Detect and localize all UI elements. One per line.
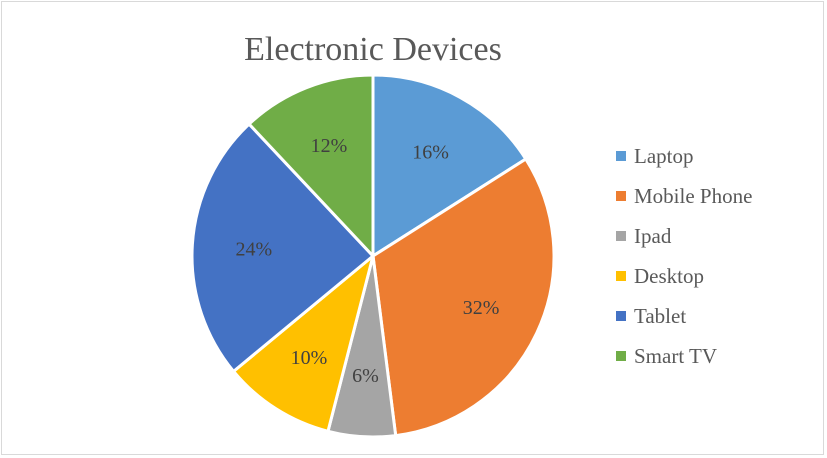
legend-swatch bbox=[616, 151, 626, 161]
pie-slice-tablet bbox=[190, 122, 375, 373]
legend-swatch bbox=[616, 271, 626, 281]
pie-slice-mobile-phone bbox=[371, 157, 556, 438]
data-label-ipad: 6% bbox=[352, 365, 379, 387]
legend-item-mobile-phone: Mobile Phone bbox=[616, 176, 752, 216]
legend-item-smart-tv: Smart TV bbox=[616, 336, 752, 376]
data-label-mobile-phone: 32% bbox=[463, 297, 500, 319]
data-label-laptop: 16% bbox=[412, 141, 449, 163]
pie-slice-desktop bbox=[232, 254, 375, 433]
legend-label: Ipad bbox=[634, 223, 672, 248]
legend-label: Laptop bbox=[634, 143, 694, 168]
pie-slices bbox=[190, 73, 556, 439]
legend-label: Mobile Phone bbox=[634, 183, 753, 208]
data-label-smart-tv: 12% bbox=[311, 135, 348, 157]
data-label-tablet: 24% bbox=[235, 239, 272, 261]
pie-data-labels: 16% 32% 6% 10% 24% 12% bbox=[235, 135, 499, 387]
legend-swatch bbox=[616, 191, 626, 201]
legend-label: Smart TV bbox=[634, 343, 718, 368]
legend-swatch bbox=[616, 351, 626, 361]
legend-item-desktop: Desktop bbox=[616, 256, 752, 296]
pie-slice-smart-tv bbox=[247, 73, 375, 258]
legend-swatch bbox=[616, 311, 626, 321]
chart-legend: Laptop Mobile Phone Ipad Desktop Tablet Smart… bbox=[616, 136, 752, 376]
legend-item-laptop: Laptop bbox=[616, 136, 752, 176]
legend-label: Tablet bbox=[634, 303, 687, 328]
legend-label: Desktop bbox=[634, 263, 704, 288]
legend-item-ipad: Ipad bbox=[616, 216, 752, 256]
legend-swatch bbox=[616, 231, 626, 241]
data-label-desktop: 10% bbox=[291, 347, 328, 369]
pie-slice-laptop bbox=[371, 73, 528, 258]
chart-title: Electronic Devices bbox=[244, 31, 502, 68]
legend-item-tablet: Tablet bbox=[616, 296, 752, 336]
